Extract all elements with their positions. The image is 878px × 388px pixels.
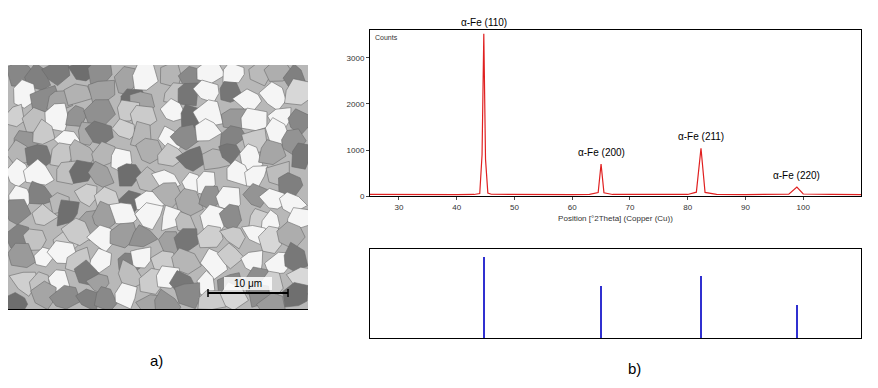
- svg-text:Position [°2Theta] (Copper (Cu: Position [°2Theta] (Copper (Cu)): [558, 214, 673, 223]
- html-text:b): b): [628, 360, 642, 377]
- svg-text:10 μm: 10 μm: [234, 278, 262, 289]
- svg-text:90: 90: [741, 203, 750, 212]
- svg-text:70: 70: [625, 203, 634, 212]
- svg-text:80: 80: [683, 203, 692, 212]
- svg-text:α-Fe (110): α-Fe (110): [461, 17, 507, 28]
- svg-text:3000: 3000: [347, 54, 365, 63]
- svg-text:50: 50: [510, 203, 519, 212]
- html-text:a): a): [150, 352, 164, 369]
- svg-text:Counts: Counts: [375, 34, 398, 41]
- svg-text:1000: 1000: [347, 146, 365, 155]
- svg-text:2000: 2000: [347, 100, 365, 109]
- svg-text:60: 60: [568, 203, 577, 212]
- svg-text:40: 40: [452, 203, 461, 212]
- svg-text:α-Fe (211): α-Fe (211): [678, 131, 724, 142]
- svg-text:α-Fe (200): α-Fe (200): [578, 147, 625, 158]
- svg-text:0: 0: [360, 192, 365, 201]
- svg-text:100: 100: [797, 203, 811, 212]
- svg-text:α-Fe (220): α-Fe (220): [773, 170, 820, 181]
- svg-text:30: 30: [394, 203, 403, 212]
